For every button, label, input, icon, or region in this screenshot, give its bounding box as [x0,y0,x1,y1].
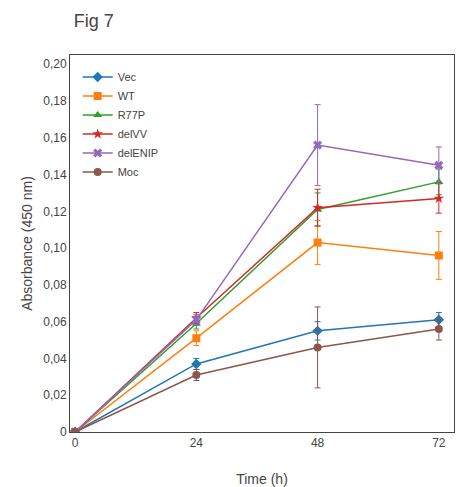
svg-text:0: 0 [72,436,79,450]
svg-text:delENIP: delENIP [118,147,158,159]
svg-text:0,04: 0,04 [43,352,67,366]
svg-text:0,18: 0,18 [43,94,67,108]
svg-text:Moc: Moc [118,166,139,178]
svg-text:Vec: Vec [118,71,137,83]
svg-text:48: 48 [311,436,325,450]
svg-text:0,10: 0,10 [43,241,67,255]
svg-text:0,02: 0,02 [43,388,67,402]
svg-text:0,14: 0,14 [43,168,67,182]
svg-text:Absorbance (450 nm): Absorbance (450 nm) [19,176,35,311]
svg-text:WT: WT [118,90,135,102]
svg-text:72: 72 [432,436,446,450]
svg-text:0,08: 0,08 [43,278,67,292]
svg-text:R77P: R77P [118,109,146,121]
svg-text:0: 0 [60,425,67,439]
svg-text:Fig 7: Fig 7 [74,11,114,31]
svg-text:delVV: delVV [118,128,148,140]
svg-text:24: 24 [190,436,204,450]
svg-text:0,06: 0,06 [43,315,67,329]
svg-text:0,16: 0,16 [43,131,67,145]
svg-text:Time (h): Time (h) [236,471,288,487]
svg-text:0,12: 0,12 [43,205,67,219]
svg-text:0,20: 0,20 [43,57,67,71]
